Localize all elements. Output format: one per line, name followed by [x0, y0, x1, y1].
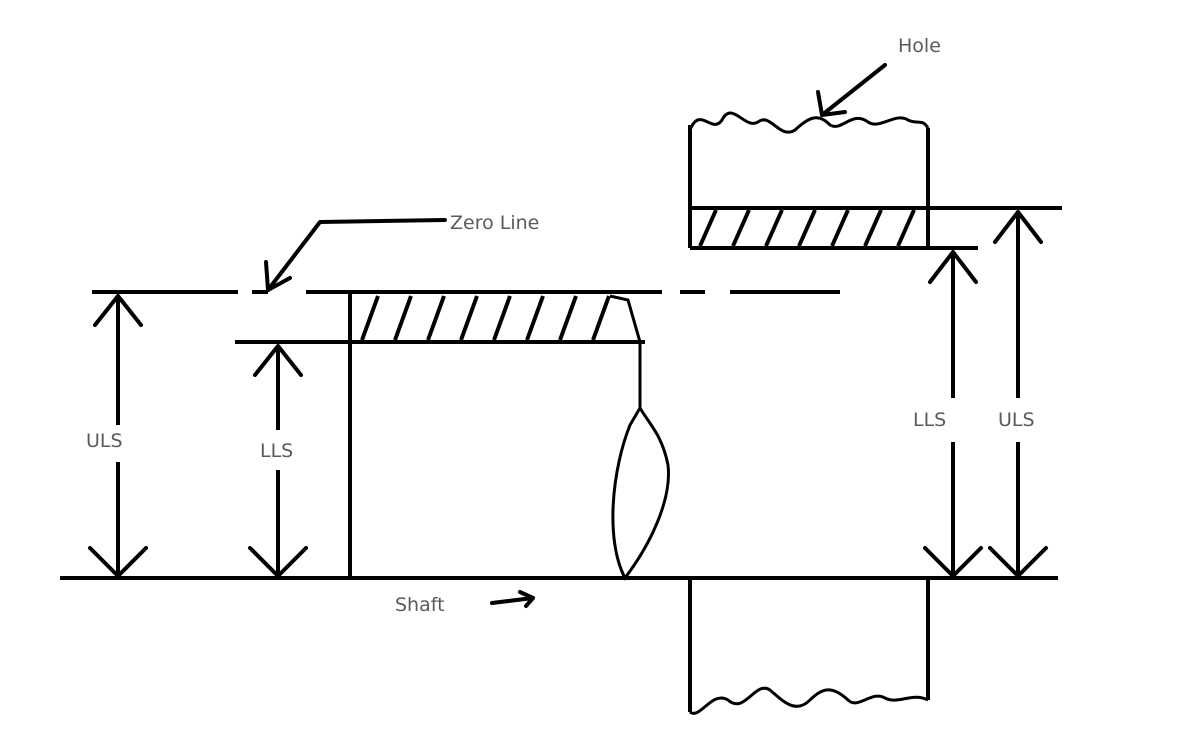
shaft-tolerance-zone [360, 294, 642, 343]
hole-lower-body [688, 578, 930, 715]
zero-line-label: Zero Line [450, 212, 539, 234]
zero-line-leader-arrow [264, 218, 447, 292]
shaft-label: Shaft [395, 594, 445, 616]
hole-label: Hole [898, 35, 941, 57]
lls-right-label: LLS [913, 409, 946, 431]
dimension-arrow-lls-right [923, 250, 983, 578]
uls-left-label: ULS [86, 430, 123, 452]
hole-tolerance-zone [698, 209, 916, 247]
hole-upper-body [688, 111, 930, 248]
dimension-arrow-uls-right [988, 210, 1048, 578]
dimension-arrow-lls-left [248, 344, 308, 578]
lls-left-label: LLS [260, 440, 293, 462]
shaft-break-line [611, 342, 670, 581]
uls-right-label: ULS [998, 409, 1035, 431]
hole-leader-arrow [816, 63, 887, 117]
shaft-direction-arrow [490, 590, 535, 608]
dimension-arrow-uls-left [88, 294, 148, 578]
